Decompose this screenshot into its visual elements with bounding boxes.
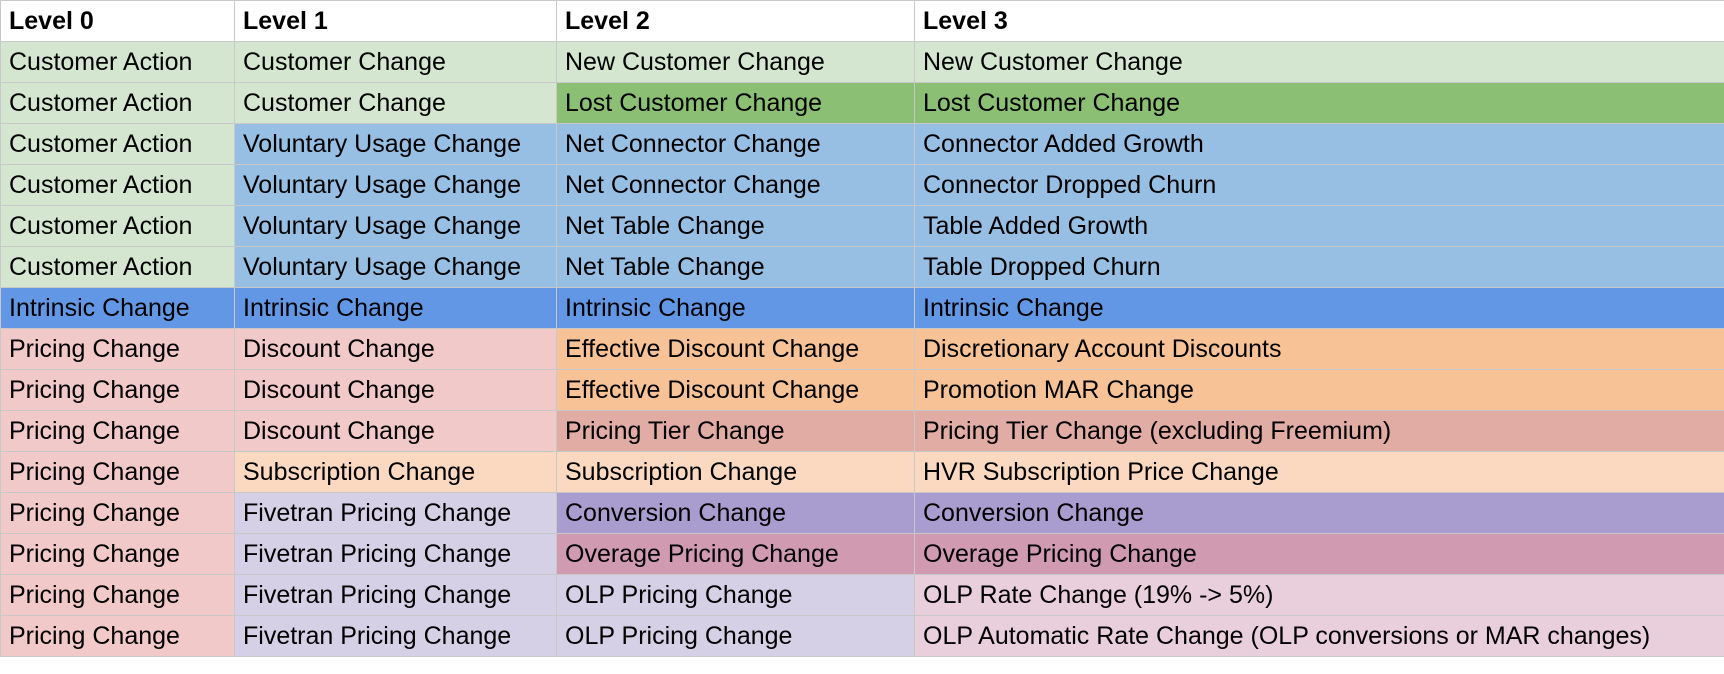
table-row: Customer Action Voluntary Usage Change Net…: [0, 164, 1724, 206]
cell-level-3[interactable]: Overage Pricing Change: [914, 533, 1724, 575]
cell-level-3[interactable]: HVR Subscription Price Change: [914, 451, 1724, 493]
table-row: Pricing Change Discount Change Effective D…: [0, 328, 1724, 370]
cell-level-3[interactable]: Intrinsic Change: [914, 287, 1724, 329]
cell-level-3[interactable]: Connector Dropped Churn: [914, 164, 1724, 206]
cell-level-3[interactable]: Pricing Tier Change (excluding Freemium): [914, 410, 1724, 452]
table-row: Pricing Change Fivetran Pricing Change Con…: [0, 492, 1724, 534]
cell-level-3[interactable]: Lost Customer Change: [914, 82, 1724, 124]
cell-level-0[interactable]: Customer Action: [0, 82, 235, 124]
table-row: Pricing Change Fivetran Pricing Change OLP…: [0, 574, 1724, 616]
cell-level-3[interactable]: New Customer Change: [914, 41, 1724, 83]
cell-level-2[interactable]: Net Connector Change: [556, 164, 915, 206]
cell-level-1[interactable]: Discount Change: [234, 369, 557, 411]
cell-level-2[interactable]: Effective Discount Change: [556, 369, 915, 411]
cell-level-1[interactable]: Voluntary Usage Change: [234, 205, 557, 247]
header-level-1[interactable]: Level 1: [234, 0, 557, 42]
cell-level-1[interactable]: Intrinsic Change: [234, 287, 557, 329]
cell-level-3[interactable]: Promotion MAR Change: [914, 369, 1724, 411]
cell-level-1[interactable]: Fivetran Pricing Change: [234, 533, 557, 575]
cell-level-3[interactable]: Connector Added Growth: [914, 123, 1724, 165]
table-row: Pricing Change Fivetran Pricing Change OLP…: [0, 615, 1724, 657]
header-row: Level 0 Level 1 Level 2 Level 3: [0, 0, 1724, 42]
cell-level-0[interactable]: Pricing Change: [0, 615, 235, 657]
header-level-0[interactable]: Level 0: [0, 0, 235, 42]
cell-level-3[interactable]: Table Dropped Churn: [914, 246, 1724, 288]
cell-level-1[interactable]: Voluntary Usage Change: [234, 164, 557, 206]
cell-level-1[interactable]: Discount Change: [234, 328, 557, 370]
cell-level-2[interactable]: New Customer Change: [556, 41, 915, 83]
cell-level-3[interactable]: Discretionary Account Discounts: [914, 328, 1724, 370]
cell-level-2[interactable]: OLP Pricing Change: [556, 615, 915, 657]
cell-level-1[interactable]: Fivetran Pricing Change: [234, 615, 557, 657]
cell-level-0[interactable]: Customer Action: [0, 123, 235, 165]
cell-level-1[interactable]: Voluntary Usage Change: [234, 123, 557, 165]
cell-level-0[interactable]: Pricing Change: [0, 492, 235, 534]
table-row: Pricing Change Subscription Change Subscri…: [0, 451, 1724, 493]
cell-level-1[interactable]: Customer Change: [234, 41, 557, 83]
table-row: Pricing Change Discount Change Pricing Tie…: [0, 410, 1724, 452]
cell-level-0[interactable]: Pricing Change: [0, 451, 235, 493]
cell-level-2[interactable]: OLP Pricing Change: [556, 574, 915, 616]
cell-level-2[interactable]: Net Table Change: [556, 205, 915, 247]
cell-level-3[interactable]: Conversion Change: [914, 492, 1724, 534]
cell-level-0[interactable]: Pricing Change: [0, 574, 235, 616]
cell-level-0[interactable]: Pricing Change: [0, 328, 235, 370]
cell-level-2[interactable]: Net Table Change: [556, 246, 915, 288]
cell-level-0[interactable]: Customer Action: [0, 164, 235, 206]
cell-level-2[interactable]: Net Connector Change: [556, 123, 915, 165]
cell-level-0[interactable]: Customer Action: [0, 246, 235, 288]
table-row: Customer Action Customer Change Lost Custo…: [0, 82, 1724, 124]
hierarchy-table: Level 0 Level 1 Level 2 Level 3 Customer…: [0, 0, 1724, 657]
cell-level-1[interactable]: Discount Change: [234, 410, 557, 452]
cell-level-1[interactable]: Subscription Change: [234, 451, 557, 493]
cell-level-0[interactable]: Customer Action: [0, 205, 235, 247]
cell-level-0[interactable]: Pricing Change: [0, 410, 235, 452]
cell-level-0[interactable]: Pricing Change: [0, 369, 235, 411]
cell-level-1[interactable]: Customer Change: [234, 82, 557, 124]
cell-level-1[interactable]: Fivetran Pricing Change: [234, 574, 557, 616]
cell-level-3[interactable]: Table Added Growth: [914, 205, 1724, 247]
cell-level-2[interactable]: Lost Customer Change: [556, 82, 915, 124]
cell-level-2[interactable]: Overage Pricing Change: [556, 533, 915, 575]
table-row: Customer Action Voluntary Usage Change Net…: [0, 123, 1724, 165]
table-row: Customer Action Voluntary Usage Change Net…: [0, 205, 1724, 247]
header-level-3[interactable]: Level 3: [914, 0, 1724, 42]
cell-level-1[interactable]: Voluntary Usage Change: [234, 246, 557, 288]
header-level-2[interactable]: Level 2: [556, 0, 915, 42]
cell-level-2[interactable]: Effective Discount Change: [556, 328, 915, 370]
cell-level-1[interactable]: Fivetran Pricing Change: [234, 492, 557, 534]
cell-level-2[interactable]: Intrinsic Change: [556, 287, 915, 329]
cell-level-2[interactable]: Subscription Change: [556, 451, 915, 493]
table-row: Customer Action Voluntary Usage Change Net…: [0, 246, 1724, 288]
table-header: Level 0 Level 1 Level 2 Level 3: [0, 0, 1724, 42]
cell-level-3[interactable]: OLP Automatic Rate Change (OLP conversio…: [914, 615, 1724, 657]
table-row: Pricing Change Discount Change Effective D…: [0, 369, 1724, 411]
table-row: Pricing Change Fivetran Pricing Change Ove…: [0, 533, 1724, 575]
table-row: Customer Action Customer Change New Custom…: [0, 41, 1724, 83]
table-body: Customer Action Customer Change New Custom…: [0, 41, 1724, 657]
table-row: Intrinsic Change Intrinsic Change Intrinsi…: [0, 287, 1724, 329]
cell-level-2[interactable]: Conversion Change: [556, 492, 915, 534]
cell-level-0[interactable]: Intrinsic Change: [0, 287, 235, 329]
cell-level-2[interactable]: Pricing Tier Change: [556, 410, 915, 452]
cell-level-0[interactable]: Pricing Change: [0, 533, 235, 575]
cell-level-0[interactable]: Customer Action: [0, 41, 235, 83]
cell-level-3[interactable]: OLP Rate Change (19% -> 5%): [914, 574, 1724, 616]
